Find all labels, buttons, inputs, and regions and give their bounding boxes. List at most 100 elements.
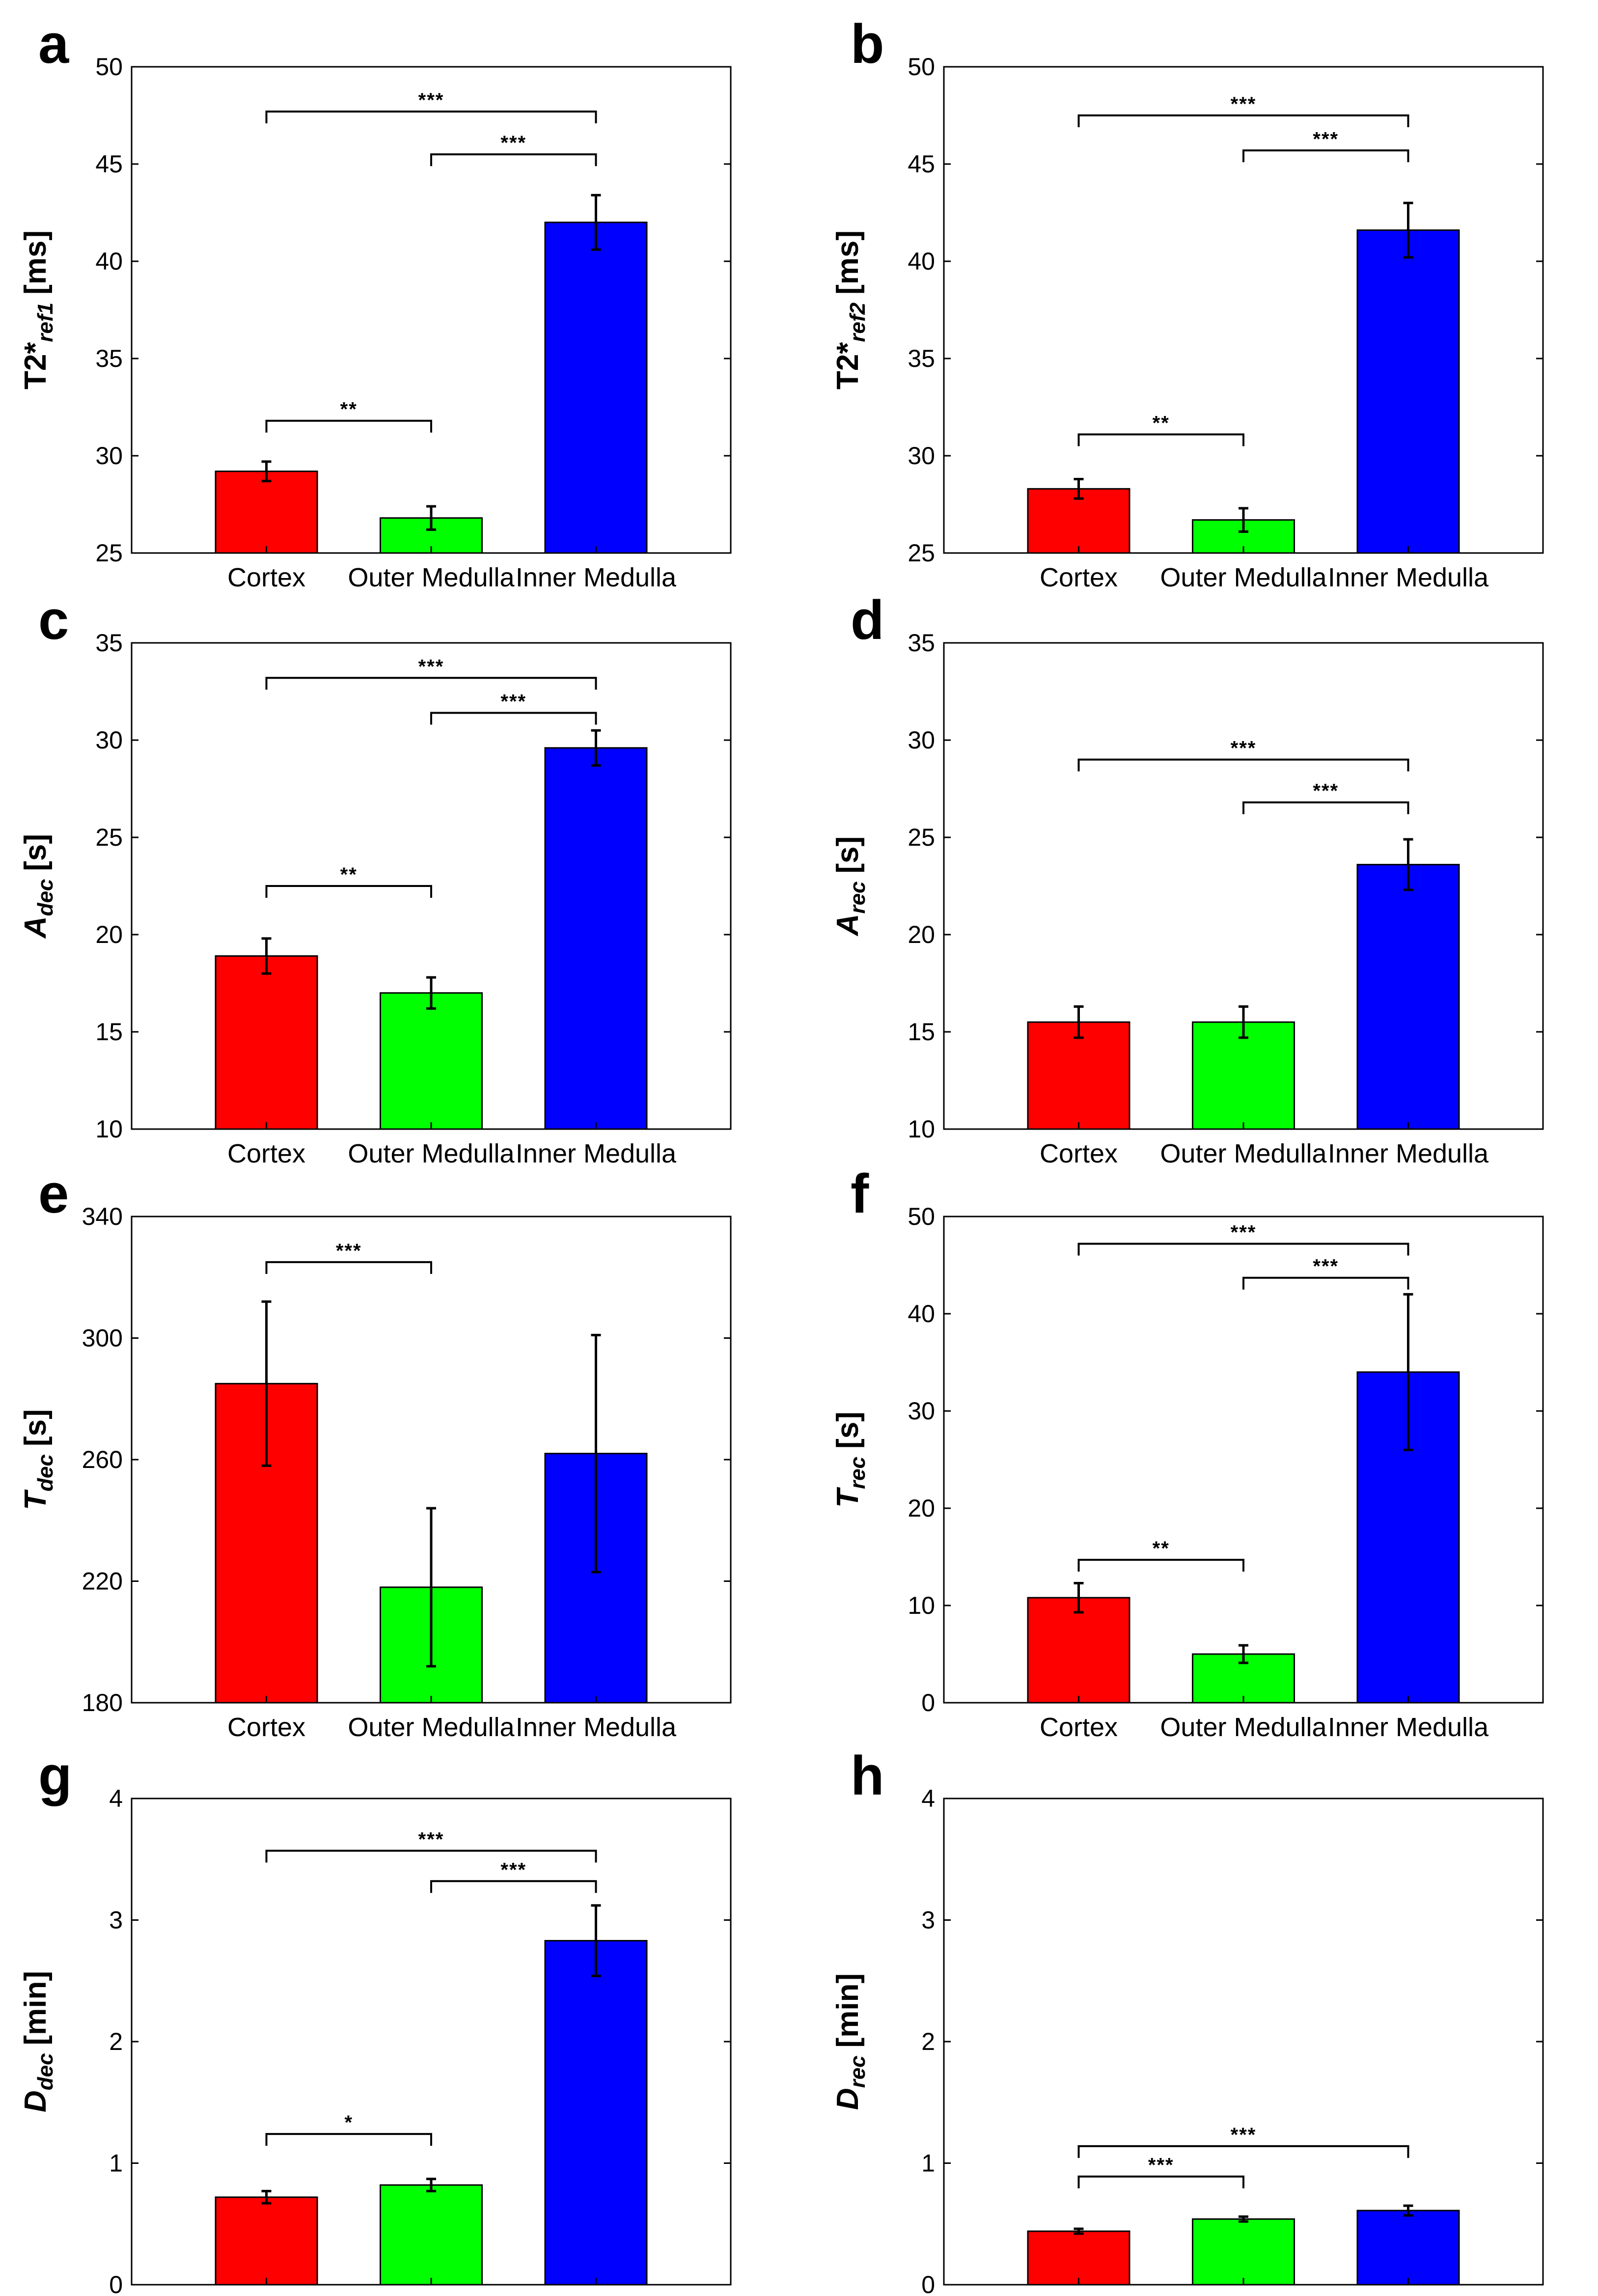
significance-label: *** xyxy=(500,132,526,154)
panel-letter: c xyxy=(38,589,69,651)
y-tick-label: 35 xyxy=(908,345,935,372)
category-label: Outer Medulla xyxy=(1160,1713,1327,1742)
y-axis-label: Ddec[min] xyxy=(19,1971,57,2112)
panel-d: d 10 15 20 25 30 35 Cortex Outer Medulla Inner Me… xyxy=(831,589,1544,1168)
bar xyxy=(1356,2210,1460,2286)
significance-label: * xyxy=(344,2112,353,2133)
panel-letter: e xyxy=(38,1163,69,1224)
panel-c: c 10 15 20 25 30 35 Cortex Outer Medulla Inner Me… xyxy=(19,589,732,1168)
category-label: Outer Medulla xyxy=(1160,563,1327,592)
y-tick-label: 40 xyxy=(95,248,123,275)
significance-label: ** xyxy=(340,864,358,885)
axes-box xyxy=(943,1798,1544,2286)
y-axis-label: Adec[s] xyxy=(19,834,57,939)
y-axis-label: T2*ref1[ms] xyxy=(19,230,57,389)
y-tick-label: 45 xyxy=(95,150,123,178)
bar xyxy=(1192,2218,1295,2286)
y-tick-label: 20 xyxy=(908,1494,935,1522)
significance-label: ** xyxy=(1153,412,1170,434)
category-label: Outer Medulla xyxy=(348,1713,515,1742)
bar xyxy=(1027,1597,1130,1704)
category-label: Cortex xyxy=(1040,1713,1118,1742)
y-tick-label: 10 xyxy=(908,1115,935,1143)
significance-bracket xyxy=(265,1850,597,1863)
bar xyxy=(380,2184,483,2286)
y-tick-label: 3 xyxy=(109,1907,123,1934)
y-tick-label: 300 xyxy=(82,1325,123,1352)
y-tick-label: 35 xyxy=(908,629,935,657)
y-tick-label: 25 xyxy=(95,539,123,567)
significance-label: *** xyxy=(1231,2124,1257,2146)
axes-box xyxy=(943,66,1544,554)
category-label: Cortex xyxy=(1040,2295,1118,2296)
category-label: Cortex xyxy=(227,563,305,592)
axes-box xyxy=(131,1216,732,1704)
y-tick-label: 4 xyxy=(921,1785,935,1812)
significance-label: *** xyxy=(500,691,526,713)
significance-label: *** xyxy=(1148,2155,1174,2176)
category-label: Inner Medulla xyxy=(516,1139,677,1168)
y-axis-label: Drec[min] xyxy=(831,1973,870,2110)
panel-b: b 25 30 35 40 45 50 Cortex Outer Medulla Inner Me… xyxy=(831,13,1544,592)
y-axis-label: Trec[s] xyxy=(831,1411,870,1508)
y-tick-label: 40 xyxy=(908,248,935,275)
category-label: Cortex xyxy=(227,1139,305,1168)
axes-box xyxy=(943,642,1544,1130)
y-tick-label: 50 xyxy=(908,1203,935,1230)
significance-label: ** xyxy=(1153,1538,1170,1559)
significance-bracket xyxy=(1077,2175,1244,2188)
y-tick-label: 25 xyxy=(95,824,123,851)
y-tick-label: 4 xyxy=(109,1785,123,1812)
panel-e: e 180 220 260 300 340 Cortex Outer Medulla Inner… xyxy=(19,1163,732,1742)
y-tick-label: 2 xyxy=(921,2028,935,2055)
category-label: Inner Medulla xyxy=(1328,563,1489,592)
bar xyxy=(544,747,648,1130)
significance-bracket xyxy=(265,677,597,690)
y-tick-label: 30 xyxy=(908,442,935,470)
significance-label: *** xyxy=(1231,738,1257,759)
significance-label: *** xyxy=(1231,1221,1257,1243)
significance-bracket xyxy=(265,111,597,124)
axes-box xyxy=(131,66,732,554)
significance-label: *** xyxy=(418,89,444,111)
y-tick-label: 25 xyxy=(908,539,935,567)
y-tick-label: 30 xyxy=(908,1397,935,1425)
y-tick-label: 15 xyxy=(908,1018,935,1046)
significance-bracket xyxy=(1077,433,1244,446)
y-tick-label: 30 xyxy=(908,726,935,754)
significance-bracket xyxy=(1077,1558,1244,1572)
category-label: Outer Medulla xyxy=(1160,2295,1327,2296)
y-tick-label: 1 xyxy=(109,2150,123,2177)
category-label: Outer Medulla xyxy=(1160,1139,1327,1168)
significance-label: *** xyxy=(336,1240,362,1262)
panel-letter: g xyxy=(38,1745,72,1806)
bar xyxy=(215,2196,318,2286)
y-tick-label: 10 xyxy=(908,1592,935,1619)
y-tick-label: 260 xyxy=(82,1446,123,1473)
y-tick-label: 2 xyxy=(109,2028,123,2055)
y-tick-label: 15 xyxy=(95,1018,123,1046)
significance-label: *** xyxy=(1313,780,1339,802)
significance-label: *** xyxy=(1313,1256,1339,1277)
axes-box xyxy=(131,1798,732,2286)
y-tick-label: 0 xyxy=(109,2271,123,2296)
significance-label: *** xyxy=(418,656,444,677)
y-tick-label: 30 xyxy=(95,726,123,754)
axes-box xyxy=(943,1216,1544,1704)
panel-letter: h xyxy=(851,1745,884,1806)
y-tick-label: 35 xyxy=(95,629,123,657)
y-tick-label: 40 xyxy=(908,1300,935,1328)
y-tick-label: 25 xyxy=(908,824,935,851)
category-label: Outer Medulla xyxy=(348,2295,515,2296)
y-tick-label: 180 xyxy=(82,1689,123,1716)
category-label: Cortex xyxy=(1040,1139,1118,1168)
y-tick-label: 20 xyxy=(95,921,123,948)
significance-bracket xyxy=(1242,1276,1409,1290)
y-axis-label: T2*ref2[ms] xyxy=(831,230,870,389)
category-label: Outer Medulla xyxy=(348,563,515,592)
significance-label: *** xyxy=(418,1828,444,1850)
significance-label: *** xyxy=(500,1859,526,1881)
